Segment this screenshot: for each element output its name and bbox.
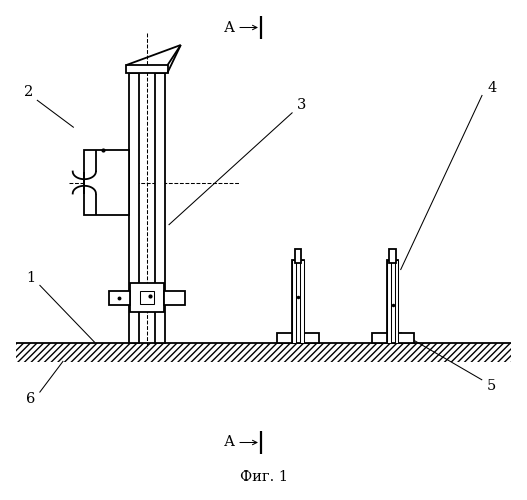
Bar (295, 249, 301, 262)
Polygon shape (126, 65, 168, 72)
Bar (140, 291, 154, 304)
Bar (292, 260, 304, 342)
Bar (129, 72, 139, 342)
Bar (155, 72, 165, 342)
Bar (16, 342, 511, 361)
Bar (84, 150, 129, 215)
Bar (277, 332, 319, 342)
Bar (300, 260, 304, 342)
Text: 1: 1 (26, 272, 35, 285)
Text: 6: 6 (26, 392, 35, 406)
Text: А: А (223, 436, 235, 450)
Bar (387, 260, 398, 342)
Bar (164, 290, 186, 304)
Text: 2: 2 (24, 86, 34, 100)
Bar (387, 260, 391, 342)
Bar (130, 283, 164, 312)
Bar (395, 260, 398, 342)
Text: 3: 3 (297, 98, 306, 112)
Bar (372, 332, 414, 342)
Text: 4: 4 (487, 80, 496, 94)
Bar (109, 290, 130, 304)
Text: А: А (223, 20, 235, 34)
Bar (389, 249, 396, 262)
Bar (292, 260, 296, 342)
Text: Фиг. 1: Фиг. 1 (239, 470, 288, 484)
Text: 5: 5 (487, 379, 496, 393)
